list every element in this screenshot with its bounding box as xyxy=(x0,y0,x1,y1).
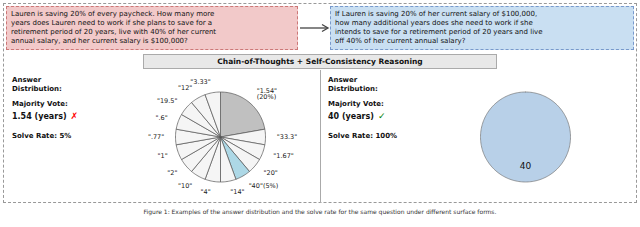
html-text:If Lauren is saving 20% of her: If Lauren is saving 20% of her current s… xyxy=(335,10,543,46)
html-text:Majority Vote:: Majority Vote: xyxy=(12,100,68,108)
html-text:Solve Rate: 5%: Solve Rate: 5% xyxy=(12,132,72,140)
html-text:Solve Rate: 100%: Solve Rate: 100% xyxy=(328,132,398,140)
svg-text:".77": ".77" xyxy=(148,133,164,141)
svg-text:"33.3": "33.3" xyxy=(277,133,297,141)
svg-text:"2": "2" xyxy=(167,169,177,177)
svg-text:"40"(5%): "40"(5%) xyxy=(249,182,279,190)
html-text:Figure 1: Examples of the answ: Figure 1: Examples of the answer distrib… xyxy=(143,208,497,215)
svg-text:"3.33": "3.33" xyxy=(190,78,210,86)
svg-text:"1.67": "1.67" xyxy=(273,152,293,160)
html-text:Answer Distribution:: Answer Distribution: xyxy=(12,76,62,94)
svg-text:"12": "12" xyxy=(178,84,193,93)
svg-text:"1.54"(20%): "1.54"(20%) xyxy=(257,87,277,102)
html-text:Majority Vote:: Majority Vote: xyxy=(328,100,384,108)
svg-text:40: 40 xyxy=(520,161,532,171)
html-text:Answer Distribution:: Answer Distribution: xyxy=(328,76,378,94)
html-text:Lauren is saving 20% of every: Lauren is saving 20% of every paycheck. … xyxy=(11,10,217,46)
svg-text:"4": "4" xyxy=(201,188,211,196)
html-text:1.54 (years) ✗: 1.54 (years) ✗ xyxy=(12,111,79,121)
svg-text:"14": "14" xyxy=(230,188,244,196)
svg-text:".6": ".6" xyxy=(155,114,167,122)
html-text:Chain-of-Thoughts + Self-Consi: Chain-of-Thoughts + Self-Consistency Rea… xyxy=(217,57,423,66)
svg-text:"1": "1" xyxy=(158,152,168,160)
svg-text:"20": "20" xyxy=(264,169,278,177)
svg-text:"10": "10" xyxy=(178,182,192,190)
html-text:40 (years): 40 (years) xyxy=(328,112,374,121)
svg-text:"19.5": "19.5" xyxy=(157,97,177,105)
